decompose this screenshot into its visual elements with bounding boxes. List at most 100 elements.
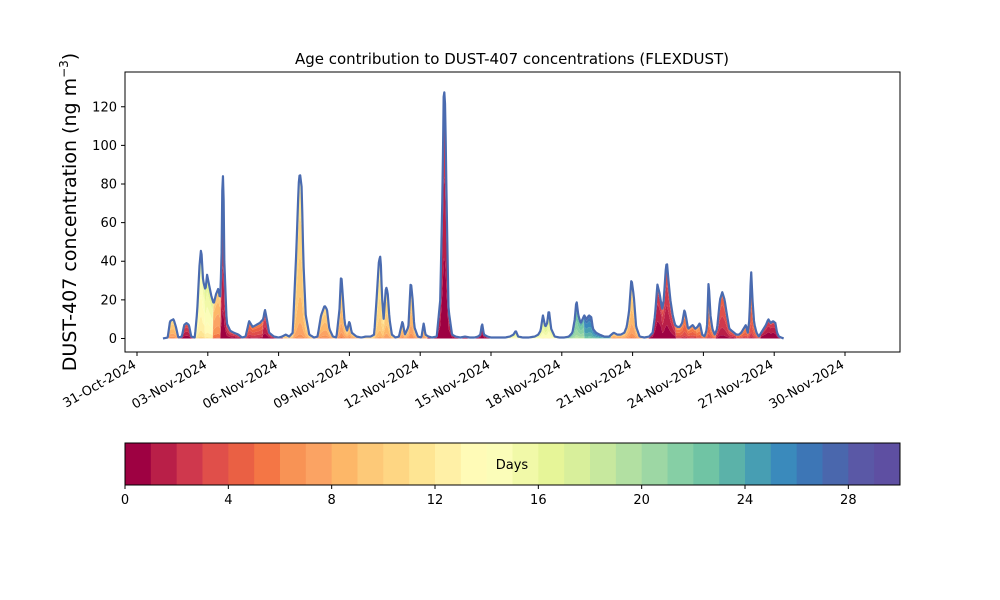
y-tick-label: 60 xyxy=(100,216,117,231)
colorbar-bin xyxy=(796,443,823,485)
colorbar-bin xyxy=(512,443,539,485)
colorbar-tick-label: 20 xyxy=(633,493,650,508)
colorbar-bin xyxy=(202,443,229,485)
age-band-6 xyxy=(162,92,784,339)
age-band-9 xyxy=(162,92,784,339)
colorbar-bin xyxy=(848,443,875,485)
colorbar-bin xyxy=(254,443,281,485)
axes-frame xyxy=(124,71,901,353)
colorbar-tick-label: 16 xyxy=(530,493,547,508)
y-axis-label-superscript: −3 xyxy=(57,60,71,78)
colorbar-bin xyxy=(280,443,307,485)
colorbar-frame xyxy=(124,442,901,486)
x-axis-ticks: 31-Oct-202403-Nov-202406-Nov-202409-Nov-… xyxy=(61,352,847,412)
x-tick-label: 12-Nov-2024 xyxy=(342,357,422,412)
age-band-24 xyxy=(162,92,784,339)
colorbar-bin xyxy=(615,443,643,485)
colorbar-bin xyxy=(641,443,668,485)
x-tick-label: 24-Nov-2024 xyxy=(625,357,705,412)
colorbar-bin xyxy=(719,443,746,485)
age-band-23 xyxy=(162,92,784,339)
age-band-14 xyxy=(162,92,784,339)
age-stack-areas xyxy=(162,92,784,339)
colorbar-tick-label: 28 xyxy=(840,493,857,508)
y-axis-label: DUST-407 concentration (ng m−3) xyxy=(57,53,81,371)
age-band-18 xyxy=(162,92,784,339)
age-band-11 xyxy=(162,92,784,339)
y-tick-label: 0 xyxy=(109,332,117,347)
plot-area: 0 20 40 60 80 100 120 31-Oct-202403-Nov-202406… xyxy=(61,71,901,412)
colorbar-bin xyxy=(745,443,772,485)
colorbar-bin xyxy=(150,443,178,485)
colorbar-bin xyxy=(176,443,203,485)
age-band-19 xyxy=(162,92,784,339)
y-tick-label: 100 xyxy=(92,139,117,154)
total-concentration-line xyxy=(162,91,785,340)
age-band-0 xyxy=(162,257,784,339)
colorbar-bin xyxy=(590,443,617,485)
y-tick-label: 80 xyxy=(100,178,117,193)
x-tick-label: 15-Nov-2024 xyxy=(413,357,493,412)
y-tick-label: 20 xyxy=(100,293,117,308)
age-band-10 xyxy=(162,92,784,339)
x-tick-label: 18-Nov-2024 xyxy=(484,357,564,412)
colorbar-bin xyxy=(538,443,565,485)
x-tick-label: 27-Nov-2024 xyxy=(696,357,776,412)
age-band-12 xyxy=(162,92,784,339)
colorbar-bin xyxy=(305,443,333,485)
age-band-29 xyxy=(162,92,784,339)
colorbar-bin xyxy=(874,443,901,485)
colorbar-ticks: 0 4 8 12 16 20 24 28 xyxy=(121,485,857,508)
age-band-8 xyxy=(162,92,784,339)
colorbar-bin xyxy=(486,443,513,485)
colorbar-bin xyxy=(822,443,849,485)
colorbar-bins xyxy=(125,443,901,485)
colorbar-tick-label: 0 xyxy=(121,493,129,508)
age-band-4 xyxy=(162,93,784,339)
age-band-3 xyxy=(162,100,784,339)
y-axis-label-main: DUST-407 concentration (ng m xyxy=(59,78,81,371)
y-axis-ticks: 0 20 40 60 80 100 120 xyxy=(92,100,125,347)
age-band-26 xyxy=(162,92,784,339)
colorbar-bin xyxy=(409,443,436,485)
colorbar-bin xyxy=(125,443,152,485)
colorbar-tick-label: 12 xyxy=(427,493,444,508)
x-tick-label: 30-Nov-2024 xyxy=(767,357,847,412)
colorbar-bin xyxy=(770,443,798,485)
total-concentration-lines xyxy=(162,91,785,340)
age-band-5 xyxy=(162,92,784,339)
y-tick-label: 120 xyxy=(92,100,117,115)
chart-title: Age contribution to DUST-407 concentrati… xyxy=(295,50,729,68)
colorbar-bin xyxy=(564,443,591,485)
x-tick-label: 03-Nov-2024 xyxy=(130,357,210,412)
age-band-15 xyxy=(162,92,784,339)
age-band-25 xyxy=(162,92,784,339)
age-band-7 xyxy=(162,92,784,339)
colorbar-label: Days xyxy=(496,458,529,473)
colorbar: Days 0 4 8 12 16 20 24 28 xyxy=(121,442,901,508)
age-band-28 xyxy=(162,92,784,339)
colorbar-bin xyxy=(667,443,694,485)
colorbar-bin xyxy=(460,443,488,485)
age-band-1 xyxy=(162,177,784,339)
age-band-27 xyxy=(162,92,784,339)
colorbar-bin xyxy=(357,443,384,485)
colorbar-bin xyxy=(435,443,462,485)
age-band-20 xyxy=(162,92,784,339)
colorbar-bin xyxy=(228,443,255,485)
x-tick-label: 09-Nov-2024 xyxy=(271,357,351,412)
x-tick-label: 21-Nov-2024 xyxy=(554,357,634,412)
colorbar-tick-label: 4 xyxy=(224,493,232,508)
y-axis-label-close: ) xyxy=(59,53,81,60)
colorbar-bin xyxy=(331,443,358,485)
x-tick-label: 06-Nov-2024 xyxy=(200,357,280,412)
age-band-16 xyxy=(162,92,784,339)
colorbar-bin xyxy=(693,443,720,485)
colorbar-tick-label: 8 xyxy=(328,493,336,508)
y-tick-label: 40 xyxy=(100,255,117,270)
age-band-17 xyxy=(162,92,784,339)
age-band-13 xyxy=(162,92,784,339)
colorbar-tick-label: 24 xyxy=(737,493,754,508)
age-band-21 xyxy=(162,92,784,339)
